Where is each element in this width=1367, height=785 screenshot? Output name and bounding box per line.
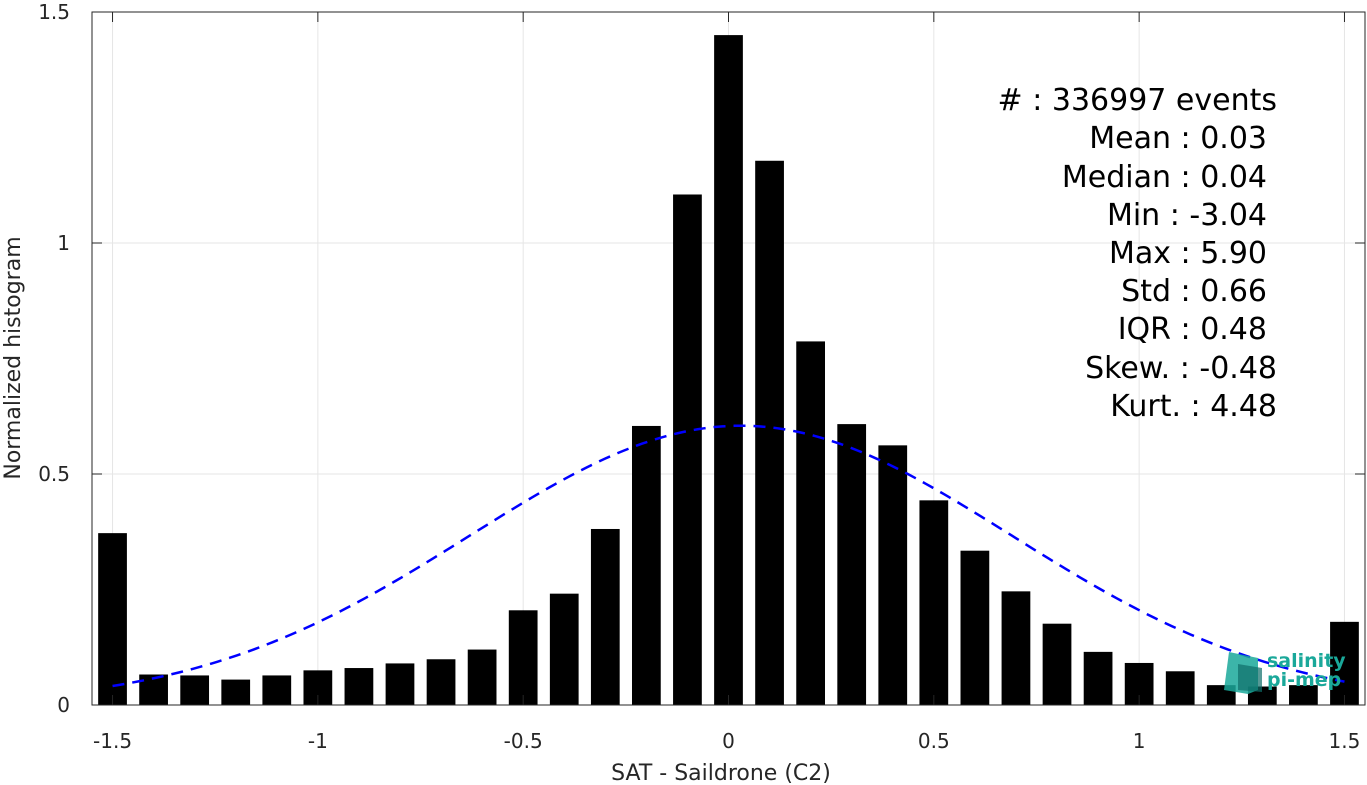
histogram-bar <box>139 674 168 705</box>
stats-min: Min : -3.04 <box>1107 198 1267 233</box>
histogram-bar <box>467 649 497 705</box>
x-tick-label: -1.5 <box>93 729 132 753</box>
histogram-bars <box>98 35 1359 706</box>
histogram-bar <box>1042 623 1072 705</box>
stats-mean: Mean : 0.03 <box>1089 121 1267 156</box>
histogram-bar <box>426 659 456 705</box>
x-tick-label: -1 <box>308 729 328 753</box>
x-tick-label: 0.5 <box>918 729 950 753</box>
histogram-bar <box>180 675 210 705</box>
histogram-bar <box>1001 591 1031 705</box>
histogram-bar <box>98 533 127 705</box>
histogram-bar <box>590 528 620 705</box>
x-axis-label: SAT - Saildrone (C2) <box>611 761 831 785</box>
stats-skew: Skew. : -0.48 <box>1085 351 1277 386</box>
y-tick-label: 1 <box>57 231 70 255</box>
histogram-bar <box>714 35 743 706</box>
y-tick-label: 0 <box>57 693 70 717</box>
histogram-bar <box>1165 671 1195 705</box>
logo-text-line1: salinity <box>1267 650 1346 672</box>
histogram-bar <box>385 663 415 705</box>
y-tick-label: 0.5 <box>38 462 70 486</box>
histogram-bar <box>878 445 908 705</box>
stats-annotation: # : 336997 events Mean : 0.03 Median : 0… <box>998 83 1277 424</box>
y-axis-label: Normalized histogram <box>1 236 26 479</box>
x-tick-label: 1.5 <box>1329 729 1361 753</box>
stats-median: Median : 0.04 <box>1062 160 1267 195</box>
x-tick-label: 1 <box>1133 729 1146 753</box>
histogram-bar <box>508 610 538 705</box>
histogram-bar <box>221 679 251 705</box>
histogram-bar <box>755 160 784 705</box>
histogram-bar <box>344 668 374 705</box>
histogram-bar <box>549 593 579 705</box>
x-tick-label: -0.5 <box>504 729 543 753</box>
stats-kurt: Kurt. : 4.48 <box>1110 389 1277 424</box>
salinity-pi-mep-logo: salinity pi-mep <box>1224 650 1346 694</box>
histogram-bar <box>919 500 949 705</box>
y-tick-label: 1.5 <box>38 0 70 24</box>
histogram-bar <box>1330 621 1359 705</box>
histogram-bar <box>631 425 661 705</box>
stats-std: Std : 0.66 <box>1121 274 1267 309</box>
stats-events: # : 336997 events <box>998 83 1277 118</box>
histogram-bar <box>673 194 702 706</box>
histogram-bar <box>1289 685 1318 705</box>
histogram-bar <box>960 550 990 705</box>
gaussian-fit-curve <box>112 424 1345 688</box>
histogram-bar <box>1083 651 1113 705</box>
logo-shield-shadow-icon <box>1238 664 1262 692</box>
logo-text-line2: pi-mep <box>1267 669 1341 691</box>
histogram-bar <box>837 424 867 705</box>
stats-max: Max : 5.90 <box>1109 236 1267 271</box>
histogram-bar <box>262 675 292 705</box>
axis-ticks: -1.5 -1 -0.5 0 0.5 1 1.5 0 0.5 1 1.5 <box>38 0 1365 753</box>
x-tick-label: 0 <box>722 729 735 753</box>
stats-iqr: IQR : 0.48 <box>1118 312 1267 347</box>
histogram-bar <box>796 341 826 705</box>
